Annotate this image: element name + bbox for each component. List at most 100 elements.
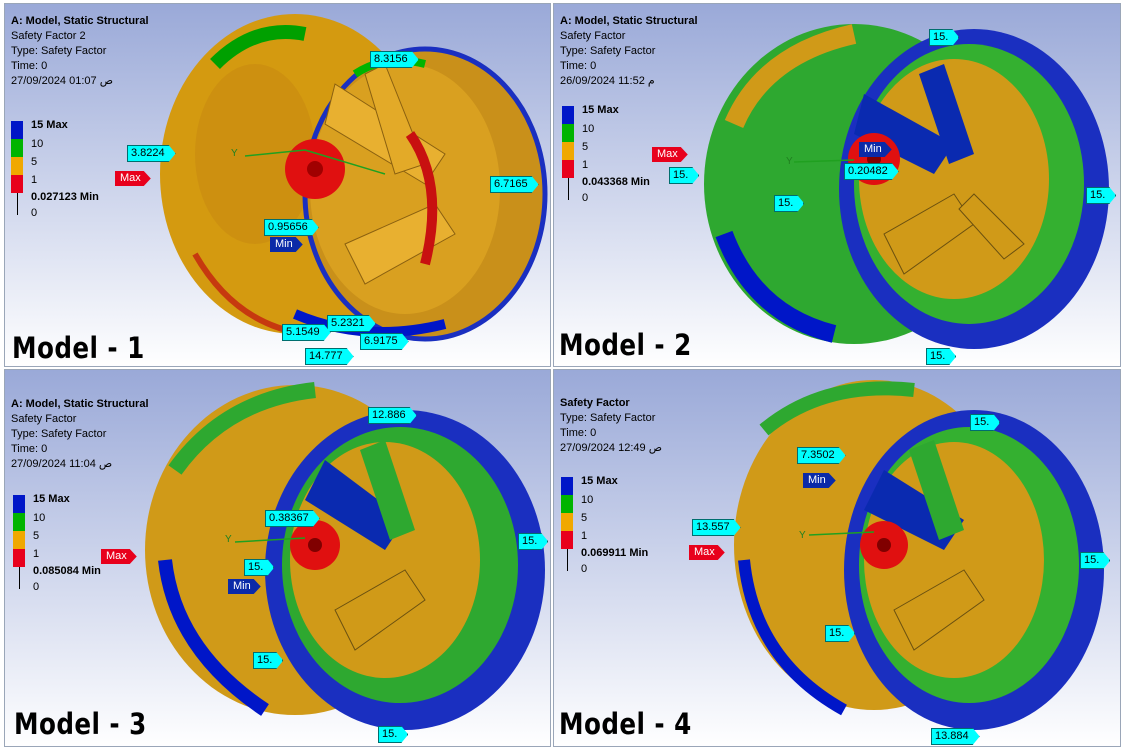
model-label: Model - 1 bbox=[12, 331, 145, 365]
legend-min: 0.043368 Min bbox=[582, 176, 650, 188]
max-marker[interactable]: Max bbox=[652, 147, 688, 162]
min-marker[interactable]: Min bbox=[228, 579, 261, 594]
probe-label[interactable]: 0.38367 bbox=[265, 510, 320, 527]
panel-model-2: Y A: Model, Static Structural Safety Fac… bbox=[553, 3, 1121, 367]
min-marker[interactable]: Min bbox=[859, 142, 892, 157]
probe-label[interactable]: 15. bbox=[929, 29, 959, 46]
info-date: 27/09/2024 11:04 ص bbox=[11, 458, 113, 470]
legend-max: 15 Max bbox=[581, 475, 618, 487]
probe-label[interactable]: 15. bbox=[825, 625, 855, 642]
legend-5: 5 bbox=[31, 156, 38, 168]
legend-max: 15 Max bbox=[582, 104, 619, 116]
info-result-name: Safety Factor bbox=[11, 413, 77, 425]
probe-label[interactable]: 6.9175 bbox=[360, 333, 409, 350]
info-time: Time: 0 bbox=[11, 443, 48, 455]
legend-10: 10 bbox=[31, 138, 44, 150]
legend-min: 0.027123 Min bbox=[31, 191, 99, 203]
legend-min: 0.069911 Min bbox=[581, 547, 649, 559]
probe-label[interactable]: 14.777 bbox=[305, 348, 354, 365]
color-legend: 15 Max 10 5 1 0.085084 Min 0 bbox=[13, 493, 143, 595]
panel-model-1: Y A: Model, Static Structural Safety Fac… bbox=[4, 3, 551, 367]
svg-text:Y: Y bbox=[225, 534, 232, 545]
color-legend: 15 Max 10 5 1 0.069911 Min 0 bbox=[561, 475, 691, 577]
max-marker[interactable]: Max bbox=[689, 545, 725, 560]
probe-label[interactable]: 15. bbox=[774, 195, 804, 212]
legend-zero: 0 bbox=[31, 207, 38, 219]
legend-max: 15 Max bbox=[33, 493, 70, 505]
probe-label[interactable]: 15. bbox=[1086, 187, 1116, 204]
svg-text:Y: Y bbox=[231, 148, 238, 159]
legend-1: 1 bbox=[31, 174, 38, 186]
info-type: Type: Safety Factor bbox=[11, 428, 107, 440]
probe-label[interactable]: 13.884 bbox=[931, 728, 980, 745]
legend-1: 1 bbox=[582, 159, 589, 171]
info-time: Time: 0 bbox=[11, 60, 48, 72]
legend-5: 5 bbox=[581, 512, 588, 524]
probe-label[interactable]: 15. bbox=[244, 559, 274, 576]
info-date: 27/09/2024 01:07 ص bbox=[11, 75, 114, 87]
legend-10: 10 bbox=[33, 512, 46, 524]
legend-swatch-blue bbox=[11, 121, 23, 139]
probe-label[interactable]: 6.7165 bbox=[490, 176, 539, 193]
wheel-render: Y bbox=[5, 370, 550, 746]
max-marker[interactable]: Max bbox=[101, 549, 137, 564]
probe-label[interactable]: 15. bbox=[253, 652, 283, 669]
probe-label[interactable]: 8.3156 bbox=[370, 51, 419, 68]
probe-label[interactable]: 0.20482 bbox=[844, 163, 899, 180]
info-type: Type: Safety Factor bbox=[560, 412, 656, 424]
legend-5: 5 bbox=[582, 141, 589, 153]
result-info: Safety Factor Type: Safety Factor Time: … bbox=[560, 396, 662, 456]
legend-swatch-green bbox=[11, 139, 23, 157]
legend-zero: 0 bbox=[581, 563, 588, 575]
legend-swatch-orange bbox=[11, 157, 23, 175]
probe-label[interactable]: 15. bbox=[926, 348, 956, 365]
probe-label[interactable]: 0.95656 bbox=[264, 219, 319, 236]
result-info: A: Model, Static Structural Safety Facto… bbox=[11, 397, 149, 472]
legend-5: 5 bbox=[33, 530, 40, 542]
model-label: Model - 4 bbox=[559, 707, 692, 741]
probe-label[interactable]: 15. bbox=[378, 726, 408, 743]
panel-model-3: Y A: Model, Static Structural Safety Fac… bbox=[4, 369, 551, 747]
probe-label[interactable]: 15. bbox=[518, 533, 548, 550]
color-legend: 15 Max 10 5 1 0.043368 Min 0 bbox=[562, 104, 692, 206]
info-title: A: Model, Static Structural bbox=[11, 15, 149, 27]
panel-model-4: Y Safety Factor Type: Safety Factor Time… bbox=[553, 369, 1121, 747]
legend-1: 1 bbox=[33, 548, 40, 560]
probe-label[interactable]: 3.8224 bbox=[127, 145, 176, 162]
min-marker[interactable]: Min bbox=[270, 237, 303, 252]
probe-label[interactable]: 12.886 bbox=[368, 407, 417, 424]
legend-10: 10 bbox=[582, 123, 595, 135]
wheel-render: Y bbox=[554, 4, 1120, 366]
info-type: Type: Safety Factor bbox=[11, 45, 107, 57]
result-info: A: Model, Static Structural Safety Facto… bbox=[11, 14, 149, 89]
legend-swatch-red bbox=[11, 175, 23, 193]
legend-zero: 0 bbox=[33, 581, 40, 593]
probe-label[interactable]: 15. bbox=[669, 167, 699, 184]
info-type: Type: Safety Factor bbox=[560, 45, 656, 57]
legend-1: 1 bbox=[581, 530, 588, 542]
probe-label[interactable]: 13.557 bbox=[692, 519, 741, 536]
info-date: 27/09/2024 12:49 ص bbox=[560, 442, 663, 454]
max-marker[interactable]: Max bbox=[115, 171, 151, 186]
probe-label[interactable]: 5.1549 bbox=[282, 324, 331, 341]
info-title: A: Model, Static Structural bbox=[560, 15, 698, 27]
result-info: A: Model, Static Structural Safety Facto… bbox=[560, 14, 698, 89]
info-time: Time: 0 bbox=[560, 427, 597, 439]
svg-text:Y: Y bbox=[786, 156, 793, 167]
legend-10: 10 bbox=[581, 494, 594, 506]
color-legend: 15 Max 10 5 1 0.027123 Min 0 bbox=[11, 119, 141, 221]
info-title: Safety Factor bbox=[560, 397, 630, 409]
probe-label[interactable]: 5.2321 bbox=[327, 315, 376, 332]
legend-min: 0.085084 Min bbox=[33, 565, 101, 577]
model-label: Model - 2 bbox=[559, 328, 692, 362]
probe-label[interactable]: 7.3502 bbox=[797, 447, 846, 464]
info-result-name: Safety Factor 2 bbox=[11, 30, 86, 42]
probe-label[interactable]: 15. bbox=[970, 414, 1000, 431]
probe-label[interactable]: 15. bbox=[1080, 552, 1110, 569]
min-marker[interactable]: Min bbox=[803, 473, 836, 488]
info-time: Time: 0 bbox=[560, 60, 597, 72]
info-date: 26/09/2024 11:52 م bbox=[560, 75, 655, 87]
svg-text:Y: Y bbox=[799, 530, 806, 541]
info-result-name: Safety Factor bbox=[560, 30, 626, 42]
legend-max: 15 Max bbox=[31, 119, 68, 131]
